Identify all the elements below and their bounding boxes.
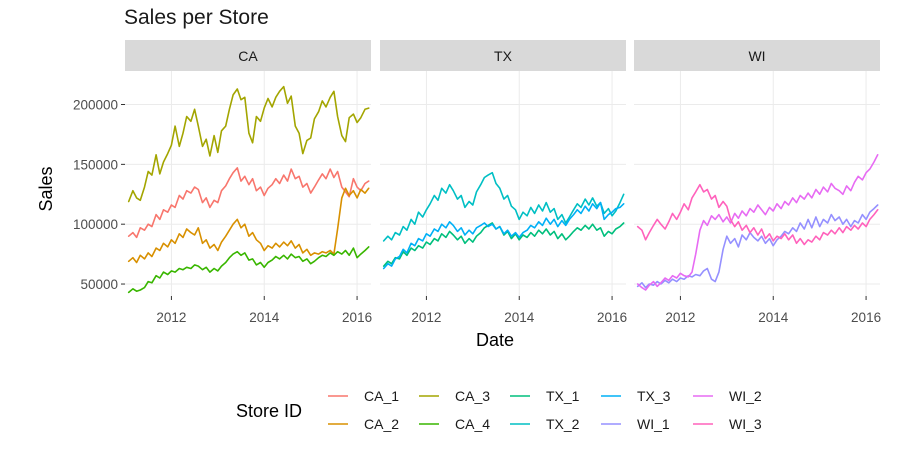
y-tick-label: 100000: [73, 217, 118, 232]
x-tick-label: 2012: [156, 310, 186, 325]
facet-panel-ca: CA 2012 2014 2016: [125, 40, 372, 325]
series-line-tx-1: [382, 222, 625, 267]
x-tick-label: 2016: [851, 310, 881, 325]
legend-item-wi-1: WI_1: [601, 416, 670, 432]
facet-label-wi: WI: [748, 48, 765, 64]
series-line-wi-1: [636, 204, 879, 289]
legend: Store ID CA_1 CA_2 CA_3 CA_4 TX_1 TX_2 TX_3 WI_…: [236, 388, 762, 432]
x-tick-label: 2014: [249, 310, 280, 325]
legend-item-ca-3: CA_3: [419, 388, 490, 404]
x-tick-label: 2014: [758, 310, 789, 325]
chart-title: Sales per Store: [124, 6, 269, 29]
legend-label: CA_4: [455, 416, 490, 432]
facet-label-ca: CA: [238, 48, 258, 64]
facet-label-tx: TX: [494, 48, 513, 64]
legend-title: Store ID: [236, 401, 302, 421]
x-tick-label: 2014: [504, 310, 535, 325]
series-line-ca-3: [127, 85, 370, 203]
facet-panel-wi: WI 2012 2014 2016: [634, 40, 881, 325]
legend-item-wi-2: WI_2: [693, 388, 762, 404]
facet-strip-tx: [380, 40, 626, 71]
series-line-ca-4: [127, 246, 370, 294]
series-line-tx-2: [382, 171, 625, 242]
legend-item-wi-3: WI_3: [693, 416, 762, 432]
y-axis-title: Sales: [36, 166, 56, 211]
series-line-tx-3: [382, 201, 625, 270]
legend-item-ca-4: CA_4: [419, 416, 490, 432]
legend-item-ca-2: CA_2: [328, 416, 399, 432]
y-axis: 50000 100000 150000 200000: [73, 98, 125, 292]
legend-label: WI_2: [729, 388, 762, 404]
series-line-wi-2: [636, 154, 879, 291]
legend-item-tx-2: TX_2: [510, 416, 580, 432]
legend-label: TX_3: [637, 388, 671, 404]
series-line-wi-3: [636, 183, 879, 246]
x-tick-label: 2016: [342, 310, 372, 325]
y-tick-label: 150000: [73, 157, 118, 172]
x-tick-label: 2016: [597, 310, 627, 325]
series-line-ca-1: [127, 167, 370, 239]
legend-label: CA_2: [364, 416, 399, 432]
x-tick-label: 2012: [411, 310, 441, 325]
legend-item-tx-3: TX_3: [601, 388, 671, 404]
facet-panel-tx: TX 2012 2014 2016: [380, 40, 627, 325]
y-tick-label: 50000: [80, 277, 118, 292]
legend-label: CA_3: [455, 388, 490, 404]
legend-item-tx-1: TX_1: [510, 388, 580, 404]
legend-label: WI_3: [729, 416, 762, 432]
legend-label: WI_1: [637, 416, 670, 432]
x-tick-label: 2012: [665, 310, 695, 325]
facet-panels: CA 2012 2014 2016 TX 2012 2014 2016 WI 2012 2014 20…: [73, 40, 881, 325]
legend-label: TX_2: [546, 416, 580, 432]
facet-strip-ca: [125, 40, 371, 71]
series-line-ca-2: [127, 187, 370, 264]
legend-label: CA_1: [364, 388, 399, 404]
y-tick-label: 200000: [73, 98, 118, 113]
x-axis-title: Date: [476, 330, 514, 350]
legend-label: TX_1: [546, 388, 580, 404]
legend-item-ca-1: CA_1: [328, 388, 399, 404]
facet-strip-wi: [634, 40, 880, 71]
